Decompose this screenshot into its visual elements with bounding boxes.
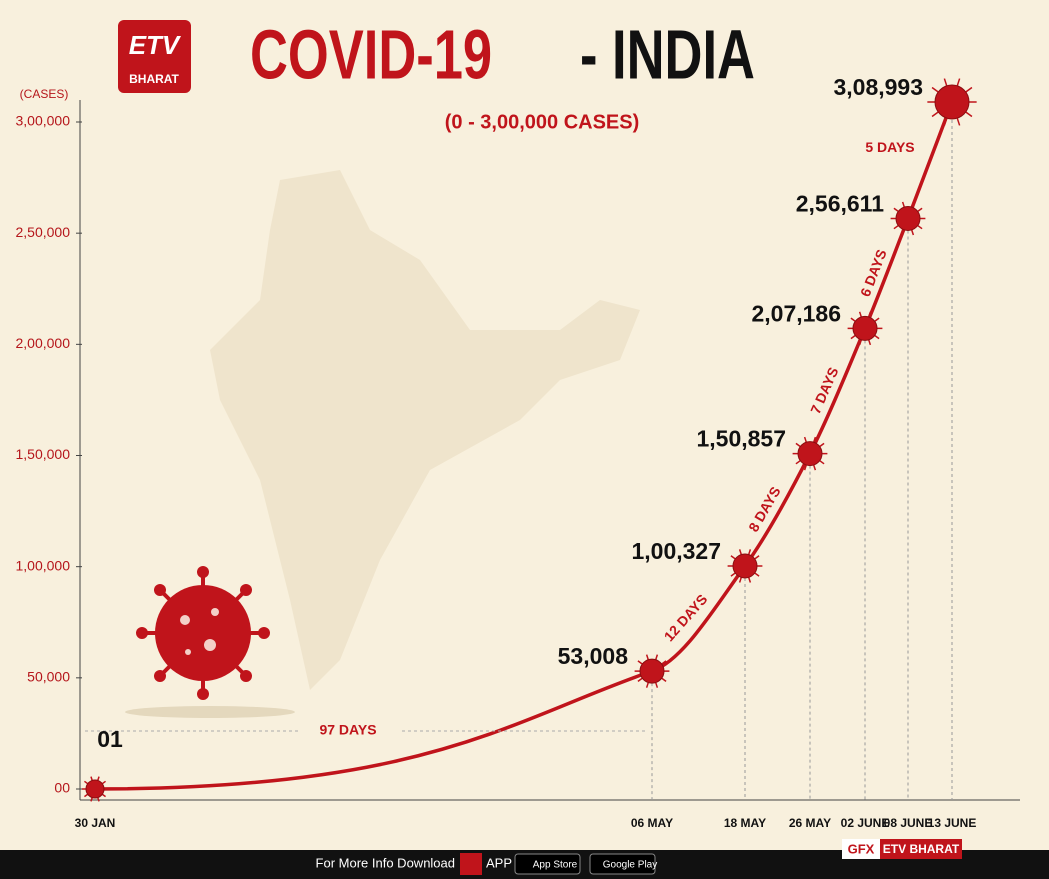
x-tick-label: 26 MAY	[789, 816, 831, 830]
value-label: 1,50,857	[696, 426, 786, 452]
app-store[interactable]: App Store	[533, 860, 578, 871]
value-label: 53,008	[558, 643, 629, 669]
title-suffix: - INDIA	[580, 16, 755, 94]
marker-body	[797, 441, 823, 467]
y-tick-label: 50,000	[27, 669, 70, 685]
logo-text: BHARAT	[129, 72, 179, 86]
marker-body	[895, 205, 921, 231]
brand: ETV BHARAT	[883, 842, 960, 856]
y-axis-label: (CASES)	[20, 87, 69, 101]
map-silhouette	[210, 170, 640, 690]
y-tick-label: 1,00,000	[16, 557, 71, 573]
value-label: 01	[97, 726, 123, 752]
marker-body	[85, 779, 105, 799]
virus-marker	[792, 436, 828, 471]
interval-label: 5 DAYS	[865, 139, 914, 155]
y-tick-label: 2,00,000	[16, 335, 71, 351]
virus-marker	[81, 776, 109, 802]
google-play[interactable]: Google Play	[603, 860, 657, 871]
marker-body	[934, 84, 970, 120]
value-label: 2,07,186	[751, 300, 841, 326]
y-tick-label: 3,00,000	[16, 113, 71, 129]
virus-illustration	[125, 566, 295, 718]
brand-box	[880, 839, 962, 859]
marker-body	[852, 315, 878, 341]
gfx: GFX	[848, 841, 875, 856]
y-tick-label: 2,50,000	[16, 224, 71, 240]
y-tick-label: 00	[54, 780, 70, 796]
footer-app: APP	[486, 855, 512, 870]
footer-logo	[460, 853, 482, 875]
interval-label: 97 DAYS	[319, 722, 376, 738]
x-tick-label: 13 JUNE	[928, 816, 977, 830]
gfx-box	[842, 839, 880, 859]
marker-body	[639, 658, 665, 684]
app-store-badge[interactable]	[514, 853, 581, 875]
value-label: 2,56,611	[796, 191, 884, 217]
footer-text: For More Info Download	[316, 855, 455, 870]
x-tick-label: 02 JUNE	[841, 816, 890, 830]
title: COVID-19	[250, 16, 492, 94]
google-play-badge[interactable]	[589, 853, 656, 875]
svg-text:ETV: ETV	[129, 30, 182, 60]
subtitle: (0 - 3,00,000 CASES)	[445, 111, 640, 133]
marker-body	[732, 553, 758, 579]
y-tick-label: 1,50,000	[16, 446, 71, 462]
x-tick-label: 06 MAY	[631, 816, 673, 830]
value-label: 3,08,993	[833, 74, 923, 100]
x-tick-label: 30 JAN	[75, 816, 116, 830]
virus-marker	[890, 201, 926, 236]
value-label: 1,00,327	[631, 538, 721, 564]
virus-marker	[727, 549, 763, 583]
virus-marker	[927, 78, 977, 126]
x-tick-label: 08 JUNE	[884, 816, 933, 830]
virus-marker	[634, 654, 670, 688]
x-tick-label: 18 MAY	[724, 816, 766, 830]
virus-marker	[847, 311, 883, 346]
logo: ETV BHARAT	[118, 20, 191, 93]
